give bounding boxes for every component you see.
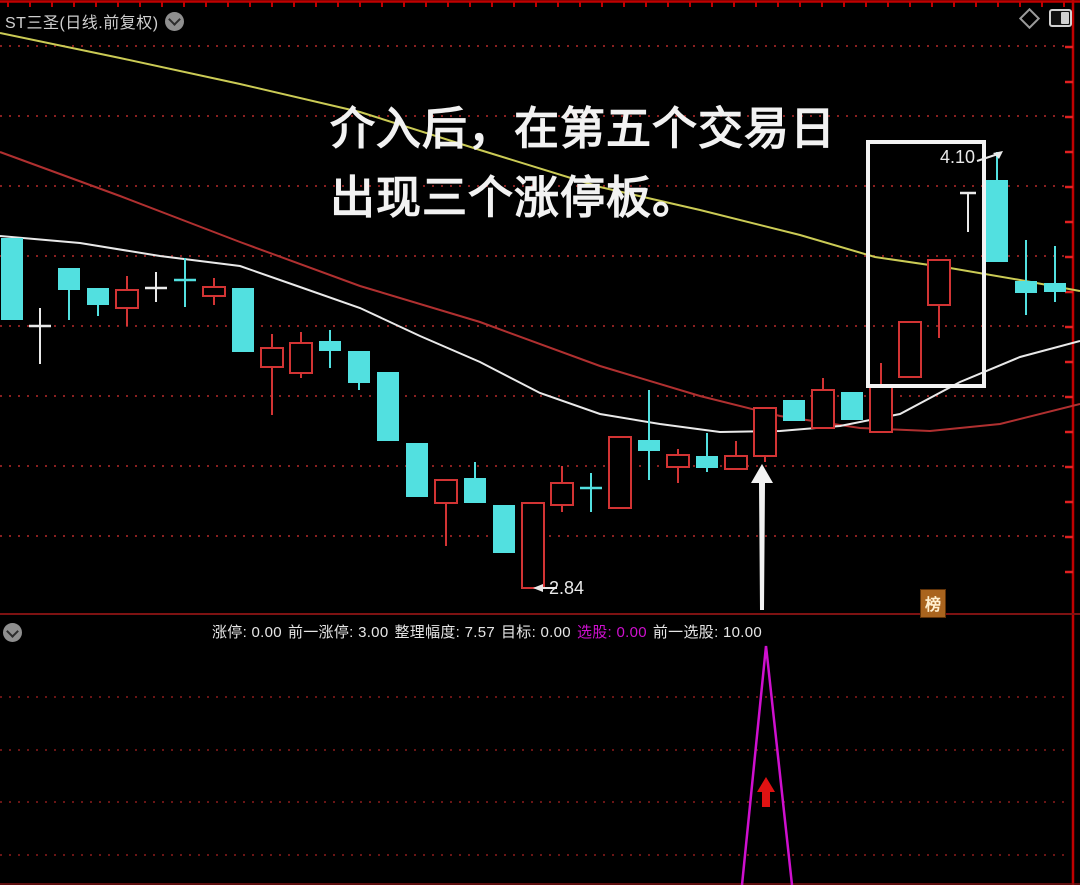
candle (960, 191, 976, 232)
candle (898, 321, 922, 378)
indicator-field: 前一选股: 10.00 (652, 624, 763, 641)
indicator-field: 涨停: 0.00 (212, 624, 282, 641)
candle (753, 407, 777, 462)
indicator-field: 整理幅度: 7.57 (394, 624, 495, 641)
candle (811, 378, 835, 429)
candle (348, 351, 370, 390)
candle (1015, 240, 1037, 315)
candle (202, 278, 226, 305)
price-label-high: 4.10 (939, 147, 975, 167)
highlight-box (866, 140, 986, 388)
ma-mid-red (0, 151, 1080, 433)
candle (289, 332, 313, 378)
indicator-field: 前一涨停: 3.00 (287, 624, 389, 641)
chevron-down-icon (6, 624, 19, 638)
diamond-icon[interactable] (1018, 7, 1041, 29)
candles (1, 152, 1066, 589)
candle (1044, 246, 1066, 302)
pointer-arrow (751, 464, 773, 610)
candle (174, 258, 196, 307)
annotation-text: 介入后，在第五个交易日 出现三个涨停板。 (330, 94, 836, 232)
candle (638, 390, 660, 480)
candle (29, 308, 51, 364)
candle (434, 479, 458, 546)
candle (87, 288, 109, 316)
chevron-down-icon (167, 13, 181, 26)
candle (841, 392, 863, 420)
title-bar: ST三圣(日线.前复权) (5, 9, 184, 33)
candle (377, 372, 399, 441)
window-icons (1018, 7, 1072, 29)
annotation-line1: 介入后，在第五个交易日 (330, 103, 837, 154)
candle (724, 441, 748, 470)
candle (464, 462, 486, 503)
candle (260, 334, 284, 415)
label-arrows (533, 151, 1003, 592)
indicator-collapse-button[interactable] (3, 623, 22, 642)
candle (927, 259, 951, 338)
indicator-field: 目标: 0.00 (501, 624, 571, 641)
candle (696, 433, 718, 472)
ma-lines (0, 32, 1080, 434)
candle (869, 363, 893, 433)
candle (232, 288, 254, 352)
indicator-field: 选股: 0.00 (576, 624, 647, 641)
candle (521, 502, 545, 589)
annotation-line2: 出现三个涨停板。 (330, 172, 699, 223)
candle (115, 276, 139, 326)
candle (58, 268, 80, 320)
chart-title: ST三圣(日线.前复权) (5, 15, 159, 32)
candle (493, 505, 515, 553)
candle (608, 436, 632, 509)
ranking-badge[interactable]: 榜 (920, 589, 947, 618)
title-dropdown-button[interactable] (164, 11, 184, 31)
candle (1, 238, 23, 320)
ma-short-white (0, 235, 1080, 434)
candle (550, 466, 574, 512)
candle (319, 330, 341, 368)
signal-spike (740, 645, 794, 885)
price-label-low: 2.84 (549, 578, 585, 598)
candle (406, 443, 428, 497)
ma-long-yellow (0, 32, 1080, 292)
candle (666, 449, 690, 483)
buy-arrow (757, 777, 775, 807)
candle (986, 152, 1008, 262)
candle (145, 272, 167, 302)
indicator-fields: 涨停: 0.00 前一涨停: 3.00 整理幅度: 7.57 目标: 0.00 选股: … (212, 621, 762, 642)
candle (580, 473, 602, 512)
split-panel-icon[interactable] (1049, 9, 1072, 27)
candle (783, 400, 805, 421)
